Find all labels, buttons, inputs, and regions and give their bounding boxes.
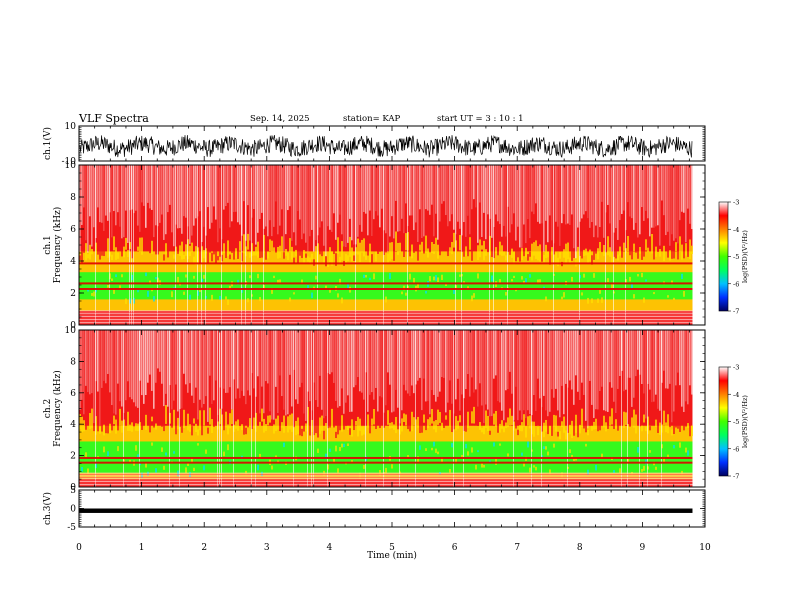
x-tick-label: 8	[577, 543, 583, 553]
colorbar-1-label: log(PSD)(V²/Hz)	[741, 230, 749, 283]
x-tick-label: 10	[699, 543, 711, 553]
ch1-waveform-trace	[79, 134, 693, 159]
ch3-waveform-y-ticks: 50-5	[67, 486, 705, 533]
ch3-waveform-ylabel: ch.3(V)	[42, 492, 53, 525]
ch1-spectrogram-ytick-label: 4	[70, 257, 76, 267]
ch2-spectrogram-line-0	[79, 456, 693, 459]
ch2-spectrogram-ytick-label: 0	[70, 483, 76, 493]
ch3-waveform-ytick-label: 0	[70, 505, 76, 515]
ch1-spectrogram-ytick-label: 6	[70, 225, 76, 235]
ch2-spectrogram-ytick-label: 10	[65, 326, 77, 336]
ch2-spectrogram-ytick-label: 2	[70, 452, 76, 462]
colorbar-1	[718, 201, 729, 312]
ch1-waveform-ylabel: ch.1(V)	[42, 127, 53, 160]
ch1-waveform-ytick-label: -10	[62, 157, 77, 167]
ch1-spectrogram-line-1	[79, 282, 693, 285]
x-tick-label: 5	[389, 543, 395, 553]
x-tick-label: 4	[327, 543, 333, 553]
ch2-spectrogram-y-ticks: 0 2 4 6 8 10	[65, 326, 705, 493]
colorbar-2-tick-label: -5	[733, 418, 739, 426]
ch2-spectrogram-x-ticks	[78, 330, 706, 487]
ch3-waveform-ytick-label: 5	[70, 486, 76, 496]
ch1-spectrogram-image	[79, 165, 693, 325]
station-label: station= KAP	[343, 114, 401, 124]
x-tick-label: 0	[76, 543, 82, 553]
ch3-waveform-ylabel-text: ch.3(V)	[42, 492, 53, 525]
date-label: Sep. 14, 2025	[250, 114, 310, 124]
colorbar-1-tick-label: -5	[733, 253, 739, 261]
ch1-spectrogram-line-2	[79, 288, 693, 290]
ch1-waveform-ytick-label: 10	[65, 122, 77, 132]
colorbar-2-tick-label: -3	[733, 364, 739, 372]
x-tick-label: 6	[452, 543, 458, 553]
colorbar-1-tick-label: -6	[733, 280, 739, 288]
ch1-spectrogram-green-band	[79, 272, 693, 300]
ch2-spectrogram-line-1	[79, 461, 693, 464]
x-tick-label: 2	[201, 543, 207, 553]
ch2-spectrogram-image	[79, 330, 693, 487]
ch1-waveform-ylabel-text: ch.1(V)	[42, 127, 53, 160]
ch2-spectrogram-ylabel-text: Frequency (kHz)	[52, 370, 63, 447]
ch3-waveform-x-ticks	[78, 490, 706, 527]
colorbar-2-tick-label: -6	[733, 445, 739, 453]
colorbar-2-tick-label: -7	[733, 473, 739, 481]
x-tick-label: 9	[640, 543, 646, 553]
ch1-spectrogram-ylabel-text: Frequency (kHz)	[52, 207, 63, 284]
ch2-spectrogram-ylabel: ch.2 Frequency (kHz)	[43, 370, 63, 447]
ch1-spectrogram-ylabel-text: ch.1	[43, 235, 53, 254]
ch1-spectrogram-ylabel: ch.1 Frequency (kHz)	[43, 207, 63, 284]
ch1-spectrogram-line-0	[79, 262, 693, 265]
x-tick-label: 3	[264, 543, 270, 553]
ch1-spectrogram-ytick-label: 8	[70, 193, 76, 203]
x-tick-label: 1	[139, 543, 145, 553]
colorbar-1-tick-label: -4	[733, 226, 739, 234]
ch1-waveform-y-ticks: 10 -10	[62, 122, 705, 167]
colorbar-2	[718, 366, 729, 477]
x-axis-label: Time (min)	[367, 550, 417, 561]
x-tick-label: 7	[514, 543, 520, 553]
colorbar-2-label: log(PSD)(V²/Hz)	[741, 395, 749, 448]
colorbar-2-tick-label: -4	[733, 391, 739, 399]
ch2-spectrogram-ytick-label: 6	[70, 389, 76, 399]
ch1-spectrogram-ytick-label: 2	[70, 289, 76, 299]
colorbar-1-tick-label: -3	[733, 199, 739, 207]
ch1-spectrogram-y-ticks: 0 2 4 6 8 10	[65, 161, 705, 331]
ch2-spectrogram-ytick-label: 8	[70, 357, 76, 367]
colorbar-1-tick-label: -7	[733, 308, 739, 316]
chart-title: VLF Spectra	[79, 112, 149, 125]
ch1-spectrogram-ytick-label: 0	[70, 321, 76, 331]
ch3-waveform-ytick-label: -5	[67, 523, 76, 533]
start-time-label: start UT = 3 : 10 : 1	[437, 114, 524, 124]
ch2-spectrogram-ytick-label: 4	[70, 420, 76, 430]
ch1-spectrogram-ytick-label: 10	[65, 161, 77, 171]
ch3-waveform-trace	[79, 508, 693, 513]
ch1-spectrogram-x-ticks	[78, 165, 706, 325]
ch2-spectrogram-ylabel-text: ch.2	[43, 399, 53, 418]
ch1-waveform-x-ticks	[78, 126, 706, 161]
